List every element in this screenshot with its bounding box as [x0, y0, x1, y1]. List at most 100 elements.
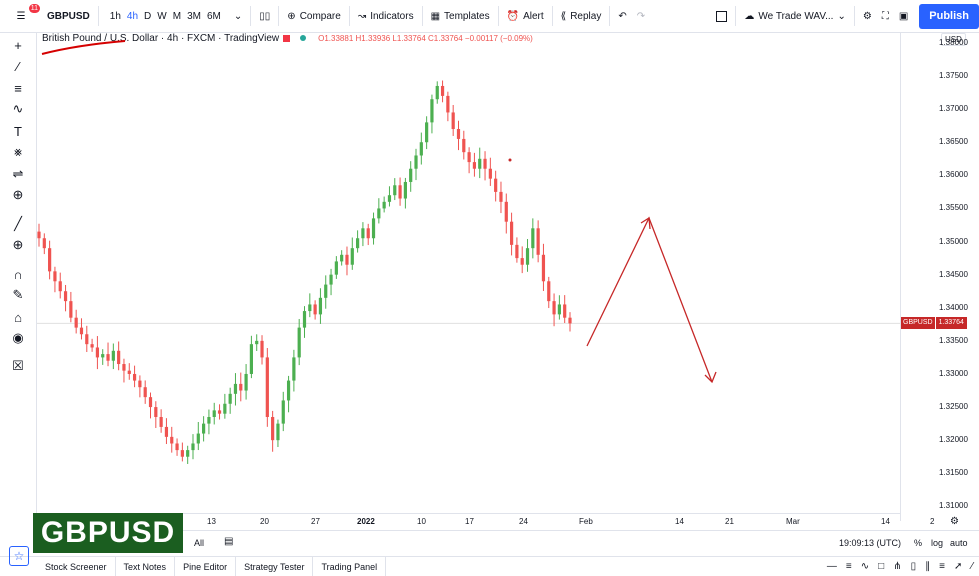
time-axis[interactable]: 13 20 27 2022 10 17 24 Feb 14 21 Mar 14 2	[37, 513, 934, 530]
prediction-icon[interactable]: ⇌	[12, 166, 24, 181]
interval-6m[interactable]: 6M	[206, 10, 221, 22]
main-menu-button[interactable]: ☰ 11	[0, 0, 42, 33]
time-tick-label: 17	[465, 517, 474, 526]
eye-icon[interactable]: ◉	[12, 330, 24, 345]
candle-body	[69, 301, 73, 318]
fib-icon[interactable]: ≡	[14, 80, 22, 96]
price-tick-label: 1.34500	[939, 269, 968, 279]
legend-title[interactable]: British Pound / U.S. Dollar · 4h · FXCM …	[42, 32, 280, 44]
candle-body	[159, 417, 163, 427]
candle-body	[568, 317, 572, 324]
time-tick-label: 2022	[357, 517, 375, 526]
pattern-icon[interactable]: ⨳	[13, 144, 23, 159]
layout-toggle-button[interactable]	[711, 0, 732, 33]
price-tick-label: 1.32500	[939, 402, 968, 412]
fullscreen-button[interactable]: ⛶	[877, 0, 894, 33]
brush-icon[interactable]: ∿	[860, 561, 870, 572]
rectangle-icon[interactable]: □	[878, 561, 885, 572]
fib-icon[interactable]: ≡	[845, 561, 852, 572]
currency-button[interactable]: USD	[941, 33, 966, 46]
interval-4h[interactable]: 4h	[126, 10, 139, 22]
text-icon[interactable]: T	[14, 123, 22, 139]
candle-body	[292, 357, 296, 381]
interval-3m[interactable]: 3M	[187, 10, 201, 22]
divider	[735, 6, 737, 26]
candle-body	[223, 403, 227, 414]
ruler-icon[interactable]: ╱	[14, 216, 22, 231]
candle-body	[48, 248, 52, 272]
star-icon[interactable]: ☆	[9, 546, 29, 566]
tab-strategy-tester[interactable]: Strategy Tester	[236, 557, 314, 576]
range-all-button[interactable]: All	[194, 538, 205, 548]
compare-button[interactable]: ⊕ Compare	[282, 0, 346, 33]
parallel-channel-icon[interactable]: ∥	[925, 561, 931, 572]
clock-label[interactable]: 19:09:13 (UTC)	[839, 538, 902, 548]
trash-icon[interactable]: ☒	[12, 358, 24, 373]
interval-dropdown-button[interactable]: ⌄	[229, 0, 247, 33]
arrowhead-up	[640, 216, 651, 230]
alert-button[interactable]: ⏰ Alert	[502, 0, 549, 33]
settings-button[interactable]: ⚙	[858, 0, 877, 33]
trendline-icon[interactable]: ➚	[953, 561, 963, 572]
tab-stock-screener[interactable]: Stock Screener	[37, 557, 116, 576]
candle-body	[451, 112, 455, 129]
price-chart[interactable]	[37, 33, 900, 513]
scale-settings-icon[interactable]: ⚙	[950, 516, 959, 527]
add-icon[interactable]: ⊕	[12, 187, 24, 202]
auto-toggle[interactable]: auto	[950, 538, 968, 548]
crosshair-icon[interactable]: +	[14, 37, 22, 53]
chevron-down-icon: ⌄	[837, 10, 846, 22]
log-toggle[interactable]: log	[931, 538, 944, 548]
candle-body	[329, 274, 333, 285]
tab-trading-panel[interactable]: Trading Panel	[313, 557, 387, 576]
tab-pine-editor[interactable]: Pine Editor	[175, 557, 237, 576]
brush-icon[interactable]: ∿	[12, 101, 24, 116]
calendar-icon[interactable]: ▤	[224, 536, 234, 547]
candle-body	[85, 334, 89, 345]
zoom-icon[interactable]: ⊕	[12, 237, 24, 252]
lock-drawings-icon[interactable]: ✎	[12, 287, 24, 302]
indicators-button[interactable]: ↝ Indicators	[353, 0, 419, 33]
layout-name-button[interactable]: ☁ We Trade WAV... ⌄	[739, 0, 850, 33]
candle-body	[79, 327, 84, 335]
divider	[853, 6, 855, 26]
candle-body	[132, 373, 137, 381]
price-scale[interactable]: USD GBPUSD 1.33764 1.38000 1.37500 1.37000…	[900, 33, 979, 521]
undo-button[interactable]: ↶	[613, 0, 631, 33]
snapshot-button[interactable]: ▣	[894, 0, 913, 33]
time-tick-label: 2	[930, 517, 935, 526]
publish-button[interactable]: Publish	[919, 3, 979, 29]
tab-text-notes[interactable]: Text Notes	[116, 557, 176, 576]
pitchfork-icon[interactable]: ⋔	[893, 561, 902, 572]
candle-body	[340, 254, 344, 262]
candles-icon[interactable]: ▯	[910, 561, 917, 572]
symbol-search-button[interactable]: GBPUSD	[47, 10, 90, 22]
redo-button[interactable]: ↷	[632, 0, 650, 33]
interval-1h[interactable]: 1h	[109, 10, 121, 22]
candle-body	[419, 142, 423, 156]
interval-w[interactable]: W	[157, 10, 167, 22]
candle-body	[430, 99, 434, 123]
interval-m[interactable]: M	[172, 10, 182, 22]
chart-type-button[interactable]: ▯▯	[254, 0, 275, 33]
templates-button[interactable]: ▦ Templates	[426, 0, 495, 33]
lock-icon[interactable]: ⌂	[14, 309, 22, 325]
candle-body	[361, 228, 365, 239]
time-tick-label: 20	[260, 517, 269, 526]
candle-body	[483, 158, 487, 169]
interval-d[interactable]: D	[144, 10, 152, 22]
flag-icon[interactable]	[283, 34, 291, 42]
current-price-value: 1.33764	[935, 317, 967, 330]
magnet-icon[interactable]: ∩	[13, 266, 23, 282]
candle-body	[186, 450, 190, 457]
horizontal-ray-icon[interactable]: —	[826, 561, 837, 572]
candle-body	[366, 228, 370, 239]
rewind-icon: ⟪	[560, 10, 567, 22]
fib-icon[interactable]: ≡	[939, 561, 945, 572]
candle-body	[472, 162, 477, 169]
percent-toggle[interactable]: %	[914, 538, 923, 548]
trendline-icon[interactable]: ∕	[16, 58, 20, 74]
trendline-icon[interactable]: ⁄	[971, 561, 973, 572]
candle-body	[398, 185, 402, 199]
replay-button[interactable]: ⟪ Replay	[556, 0, 607, 33]
